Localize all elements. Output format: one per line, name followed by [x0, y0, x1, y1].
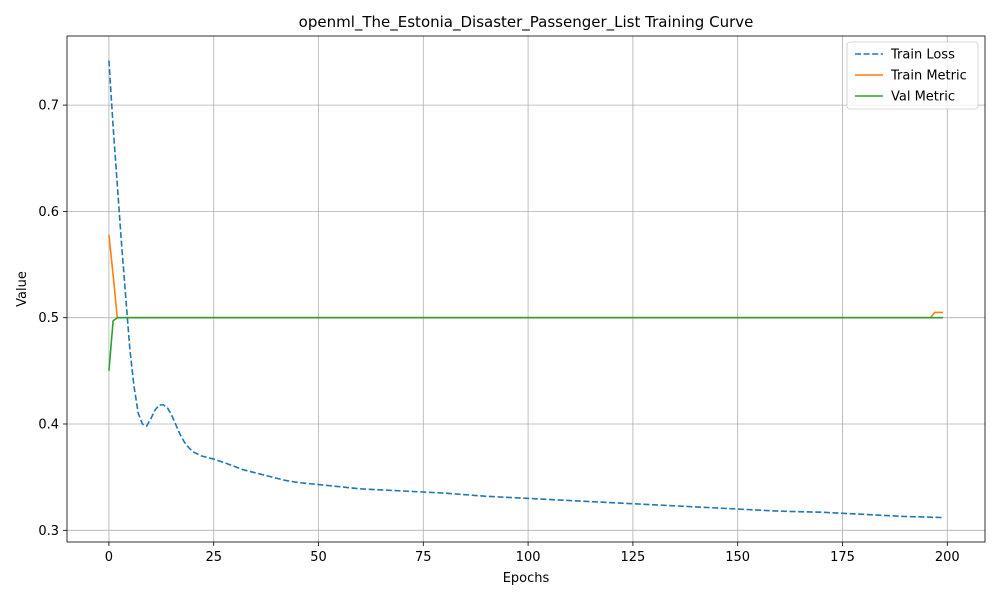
series-lines: [108, 60, 944, 519]
x-axis-label: Epochs: [503, 571, 550, 586]
legend: Train Loss Train Metric Val Metric: [846, 41, 979, 110]
x-tick-label: 100: [516, 550, 541, 565]
x-axis-ticks: 0 25 50 75 100 125 150 175 200: [105, 542, 960, 565]
x-tick-label: 0: [105, 550, 113, 565]
plot-area-frame: [66, 35, 986, 543]
legend-label-val-metric: Val Metric: [891, 90, 955, 105]
y-axis-label: Value: [15, 271, 30, 307]
x-tick-label: 75: [415, 550, 432, 565]
y-tick-label: 0.6: [38, 205, 59, 220]
chart-title: openml_The_Estonia_Disaster_Passenger_Li…: [299, 13, 754, 32]
legend-label-train-metric: Train Metric: [890, 69, 967, 84]
legend-label-train-loss: Train Loss: [890, 48, 955, 63]
x-tick-label: 50: [310, 550, 327, 565]
y-tick-label: 0.5: [38, 311, 59, 326]
x-tick-label: 150: [725, 550, 750, 565]
legend-box: [846, 41, 979, 110]
y-axis-ticks: 0.3 0.4 0.5 0.6 0.7: [38, 99, 67, 539]
x-tick-label: 25: [205, 550, 222, 565]
y-tick-label: 0.7: [38, 99, 59, 114]
y-tick-label: 0.4: [38, 418, 59, 433]
series-line-val-metric: [108, 316, 944, 371]
x-tick-label: 175: [830, 550, 855, 565]
grid-lines: [67, 36, 985, 542]
x-tick-label: 200: [935, 550, 960, 565]
x-tick-label: 125: [620, 550, 645, 565]
series-line-train-loss: [108, 60, 944, 519]
y-tick-label: 0.3: [38, 524, 59, 539]
